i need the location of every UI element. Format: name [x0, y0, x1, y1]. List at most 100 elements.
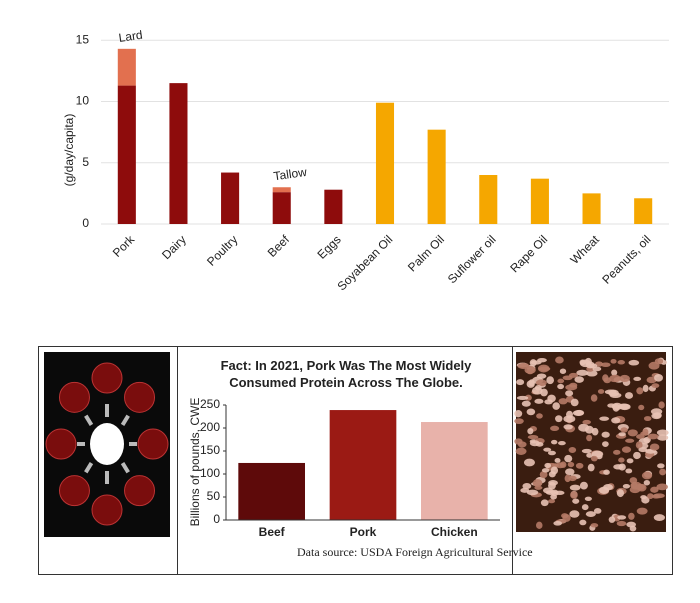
photo-animal [621, 446, 632, 453]
photo-animal [569, 484, 581, 491]
photo-animal [554, 458, 561, 463]
photo-animal [547, 450, 556, 456]
photo-animal [613, 449, 621, 455]
bar [329, 410, 397, 520]
bar [324, 189, 343, 224]
bar [238, 462, 306, 520]
bar [272, 187, 291, 193]
photo-animal [532, 479, 543, 487]
photo-animal [570, 491, 578, 499]
bar [117, 85, 136, 224]
photo-animal [590, 523, 599, 528]
photo-animal [581, 504, 589, 511]
photo-animal [628, 512, 635, 520]
photo-animal [651, 412, 662, 420]
photo-animal [550, 425, 560, 432]
photo-animal [617, 360, 625, 365]
annotation: Tallow [273, 165, 308, 184]
photo-animal [558, 398, 568, 405]
x-tick-label: Pork [110, 232, 138, 260]
photo-animal [641, 471, 653, 480]
photo-animal [584, 357, 592, 366]
photo-animal [569, 510, 580, 518]
photo-animal [541, 468, 550, 473]
y-tick-label: 200 [200, 420, 220, 434]
bar [634, 198, 653, 224]
diagram-node [91, 494, 123, 526]
photo-animal [522, 482, 532, 490]
diagram-arrow [84, 414, 94, 426]
bar [272, 192, 291, 224]
photo-animal [574, 409, 585, 416]
photo-animal [585, 511, 596, 518]
bar [117, 48, 136, 86]
photo-animal [564, 474, 571, 483]
photo-animal [601, 431, 610, 438]
photo-animal [529, 359, 537, 367]
photo-animal [534, 384, 542, 391]
photo-animal [592, 366, 602, 372]
photo-animal [534, 398, 544, 404]
photo-animal [618, 457, 625, 463]
photo-animal [656, 429, 669, 436]
y-tick-label: 0 [213, 512, 220, 526]
photo-animal [526, 408, 536, 416]
photo-animal [624, 392, 634, 399]
photo-animal [576, 369, 589, 376]
photo-animal [540, 388, 548, 397]
y-tick-label: 10 [76, 94, 90, 108]
photo-animal [551, 439, 558, 445]
photo-animal [586, 370, 598, 377]
photo-animal [610, 358, 617, 364]
photo-animal [647, 493, 654, 500]
y-tick-label: 250 [200, 397, 220, 411]
photo-animal [550, 466, 559, 475]
annotation: Lard [118, 28, 144, 45]
photo-animal [633, 451, 641, 460]
x-tick-label: Eggs [314, 232, 343, 261]
photo-animal [544, 462, 552, 469]
photo-animal [647, 433, 659, 440]
diagram-node [58, 381, 90, 413]
x-tick-label: Soyabean Oil [335, 232, 396, 293]
x-tick-label: Beef [259, 525, 286, 539]
photo-animal [563, 424, 573, 430]
photo-animal [643, 479, 650, 486]
photo-animal [657, 434, 669, 441]
photo-animal [640, 431, 649, 436]
photo-animal [579, 519, 587, 526]
photo-animal [565, 468, 575, 476]
x-tick-label: Wheat [567, 232, 602, 267]
photo-animal [591, 450, 604, 458]
diagram-node [58, 475, 90, 507]
bar [375, 102, 395, 224]
x-tick-label: Chicken [431, 525, 478, 539]
photo-animal [620, 427, 628, 433]
photo-animal [579, 481, 588, 490]
photo-animal [544, 399, 553, 405]
x-tick-label: Peanuts, oil [599, 232, 653, 286]
photo-animal [575, 462, 584, 469]
photo-animal [579, 359, 586, 366]
photo-animal [608, 516, 616, 523]
photo-animal [616, 489, 625, 498]
photo-animal [650, 408, 663, 415]
diagram-arrow [120, 414, 130, 426]
photo-animal [565, 390, 574, 397]
photo-animal [568, 447, 577, 453]
photo-animal [635, 441, 643, 449]
photo-animal [638, 447, 648, 453]
photo-animal [572, 498, 580, 504]
photo-animal [548, 480, 558, 486]
photo-animal [625, 468, 633, 474]
photo-animal [514, 438, 523, 445]
photo-animal [555, 356, 564, 364]
photo-animal [535, 379, 547, 387]
photo-animal [659, 468, 667, 476]
photo-animal [564, 454, 573, 463]
photo-animal [539, 470, 548, 479]
photo-animal [625, 438, 635, 443]
photo-animal [636, 507, 648, 515]
photo-animal [602, 374, 609, 382]
